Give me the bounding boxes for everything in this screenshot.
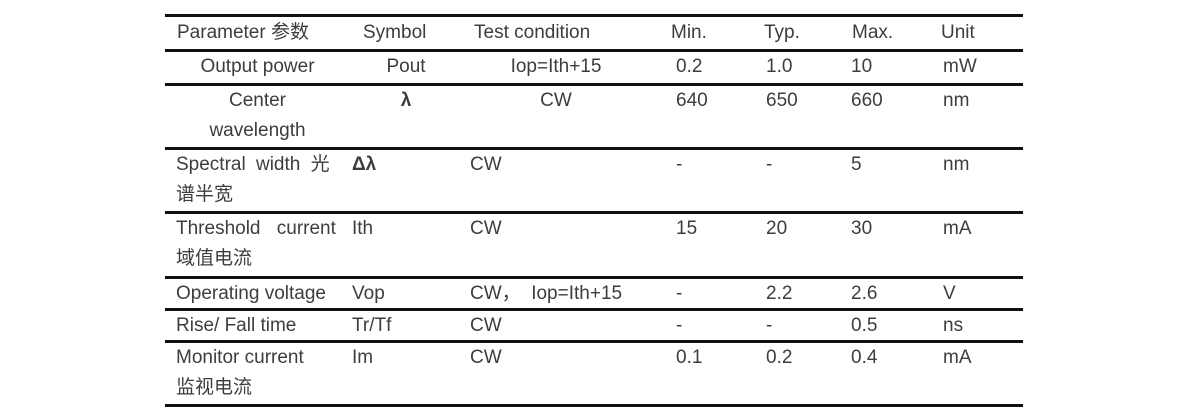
cell-min: - — [676, 154, 683, 175]
parameter-text-line: wavelength — [209, 120, 306, 141]
cell-typ: 650 — [766, 90, 798, 111]
cell-parameter: Operating voltage — [165, 279, 350, 309]
parameter-text-line: Center — [228, 90, 287, 111]
cell-max: 30 — [851, 218, 873, 239]
cell-unit: V — [943, 283, 956, 304]
table-row: Center wavelength λ CW 640 650 660 nm — [165, 86, 1023, 150]
header-typ: Typ. — [764, 22, 800, 43]
cell-test-condition: CW — [470, 154, 502, 175]
cell-symbol: Tr/Tf — [352, 315, 392, 336]
header-min: Min. — [671, 22, 707, 43]
cell-min: 0.2 — [676, 56, 703, 77]
cell-symbol: Ith — [352, 218, 374, 239]
cell-symbol: λ — [400, 90, 412, 111]
parameter-text-line: Operating voltage — [176, 283, 326, 304]
cell-typ: - — [766, 315, 773, 336]
cell-unit: nm — [943, 90, 970, 111]
cell-parameter: Monitor current 监视电流 — [165, 343, 350, 404]
parameter-text-line: Threshold current — [176, 218, 336, 239]
table-header-row: Parameter 参数 Symbol Test condition Min. … — [165, 17, 1023, 52]
parameter-text-line: Rise/ Fall time — [176, 315, 297, 336]
cell-unit: mW — [943, 56, 977, 77]
cell-symbol: Δλ — [352, 154, 377, 175]
cell-min: 15 — [676, 218, 698, 239]
cell-typ: 0.2 — [766, 347, 793, 368]
cell-unit: mA — [943, 218, 972, 239]
cell-symbol: Pout — [386, 56, 426, 77]
table-body: Output power Pout Iop=Ith+15 0.2 1.0 10 mW Cent… — [165, 52, 1023, 404]
table-row: Operating voltage Vop CW， Iop=Ith+15 - 2.2 2.… — [165, 279, 1023, 311]
parameter-text-line: 域值电流 — [176, 248, 253, 269]
table-row: Monitor current 监视电流 Im CW 0.1 0.2 0.4 mA — [165, 343, 1023, 404]
parameter-text-line: 谱半宽 — [176, 184, 234, 205]
cell-test-condition: CW — [470, 315, 502, 336]
cell-typ: - — [766, 154, 773, 175]
cell-typ: 20 — [766, 218, 788, 239]
cell-typ: 2.2 — [766, 283, 793, 304]
cell-min: - — [676, 315, 683, 336]
table-row: Spectral width 光谱半宽 Δλ CW - -5 nm — [165, 150, 1023, 214]
parameter-text-line: Output power — [200, 56, 315, 77]
cell-parameter: Rise/ Fall time — [165, 311, 350, 341]
cell-parameter: Output power — [165, 52, 350, 83]
parameter-text-line: Spectral width 光 — [176, 154, 330, 175]
cell-test-condition: CW — [540, 90, 572, 111]
cell-min: - — [676, 283, 683, 304]
cell-max: 660 — [851, 90, 883, 111]
cell-parameter: Threshold current 域值电流 — [165, 214, 350, 276]
header-parameter: Parameter 参数 — [177, 22, 309, 43]
header-test-condition: Test condition — [474, 22, 591, 43]
cell-parameter: Spectral width 光谱半宽 — [165, 150, 350, 211]
cell-test-condition: CW — [470, 218, 502, 239]
cell-max: 0.4 — [851, 347, 878, 368]
cell-test-condition: CW， Iop=Ith+15 — [470, 283, 623, 304]
cell-unit: ns — [943, 315, 964, 336]
cell-min: 640 — [676, 90, 708, 111]
parameter-text-line: Monitor current — [176, 347, 304, 368]
cell-min: 0.1 — [676, 347, 703, 368]
table-row: Rise/ Fall time Tr/Tf CW - - 0.5 ns — [165, 311, 1023, 343]
cell-symbol: Vop — [352, 283, 385, 304]
cell-test-condition: CW — [470, 347, 502, 368]
parameter-text-line: 监视电流 — [176, 377, 253, 398]
cell-max: 2.6 — [851, 283, 878, 304]
table-row: Output power Pout Iop=Ith+15 0.2 1.0 10 mW — [165, 52, 1023, 86]
spec-table: Parameter 参数 Symbol Test condition Min. … — [165, 14, 1023, 407]
header-symbol: Symbol — [363, 22, 427, 43]
cell-typ: 1.0 — [766, 56, 793, 77]
cell-unit: mA — [943, 347, 972, 368]
cell-test-condition: Iop=Ith+15 — [510, 56, 602, 77]
cell-max: 0.5 — [851, 315, 878, 336]
cell-max: 10 — [851, 56, 873, 77]
cell-max: 5 — [851, 154, 862, 175]
header-unit: Unit — [941, 22, 975, 43]
cell-symbol: Im — [352, 347, 374, 368]
cell-parameter: Center wavelength — [165, 86, 350, 147]
table-row: Threshold current 域值电流 Ith CW 15 20 30 mA — [165, 214, 1023, 279]
header-max: Max. — [852, 22, 894, 43]
cell-unit: nm — [943, 154, 970, 175]
